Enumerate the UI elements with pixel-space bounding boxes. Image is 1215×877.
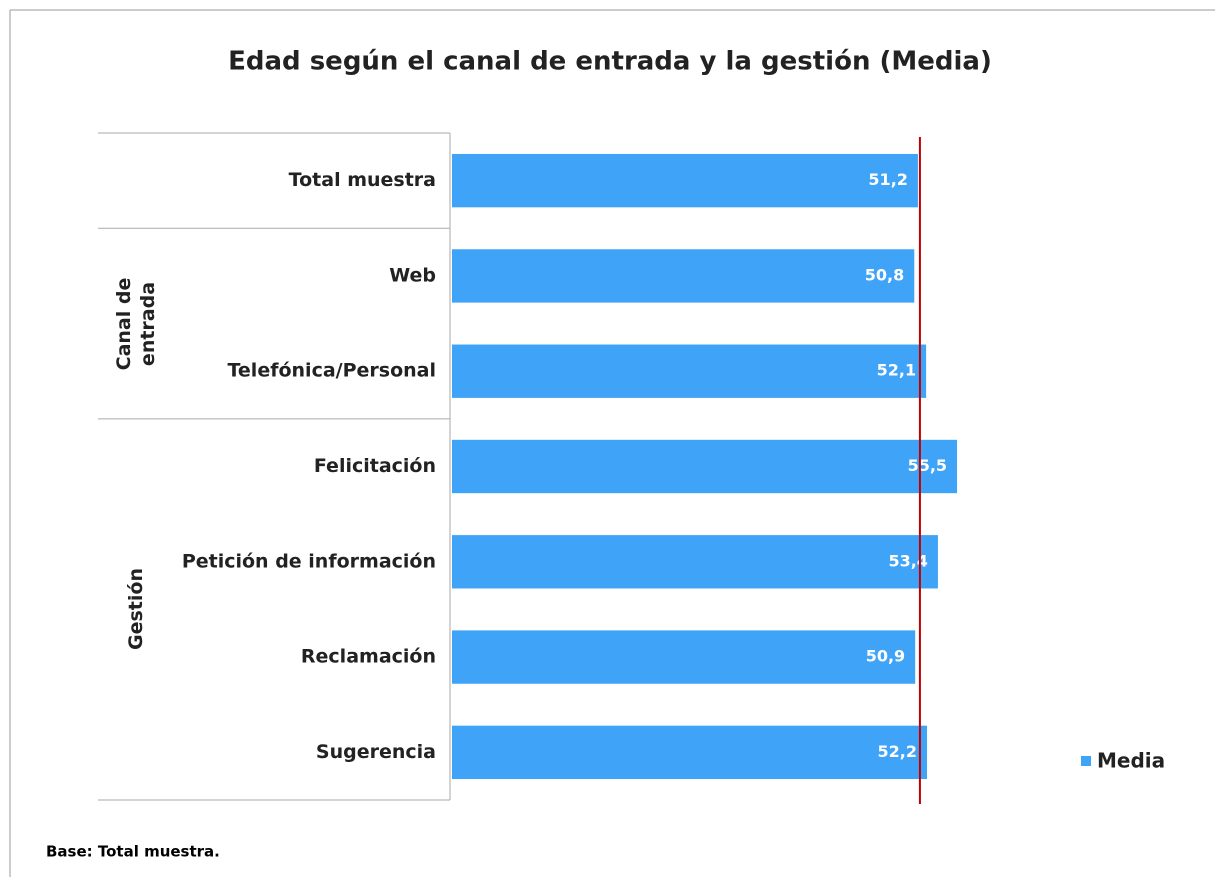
group-label: Gestión [125, 568, 147, 651]
value-label: 55,5 [908, 456, 947, 475]
legend-label: Media [1097, 749, 1165, 773]
bar [452, 153, 918, 208]
bar [452, 249, 915, 303]
y-tick-label: Petición de información [182, 550, 436, 572]
y-tick-label: Reclamación [301, 646, 436, 668]
footnote: Base: Total muestra. [46, 843, 220, 861]
bar [452, 725, 928, 780]
legend-swatch [1081, 756, 1091, 766]
y-tick-label: Telefónica/Personal [227, 360, 436, 382]
bar [452, 535, 938, 589]
value-label: 52,2 [878, 742, 917, 761]
value-label: 50,8 [865, 265, 904, 284]
y-tick-label: Felicitación [314, 455, 436, 477]
bar [452, 344, 927, 398]
y-tick-label: Web [389, 264, 436, 286]
y-tick-label: Sugerencia [316, 741, 436, 763]
value-label: 52,1 [877, 361, 916, 380]
bar [452, 439, 958, 494]
value-label: 53,4 [888, 551, 927, 570]
chart-title: Edad según el canal de entrada y la gest… [228, 47, 992, 77]
bar [452, 630, 916, 684]
group-label: Canal de entrada [113, 277, 159, 370]
y-tick-label: Total muestra [289, 169, 436, 191]
value-label: 51,2 [868, 170, 907, 189]
value-label: 50,9 [866, 647, 905, 666]
